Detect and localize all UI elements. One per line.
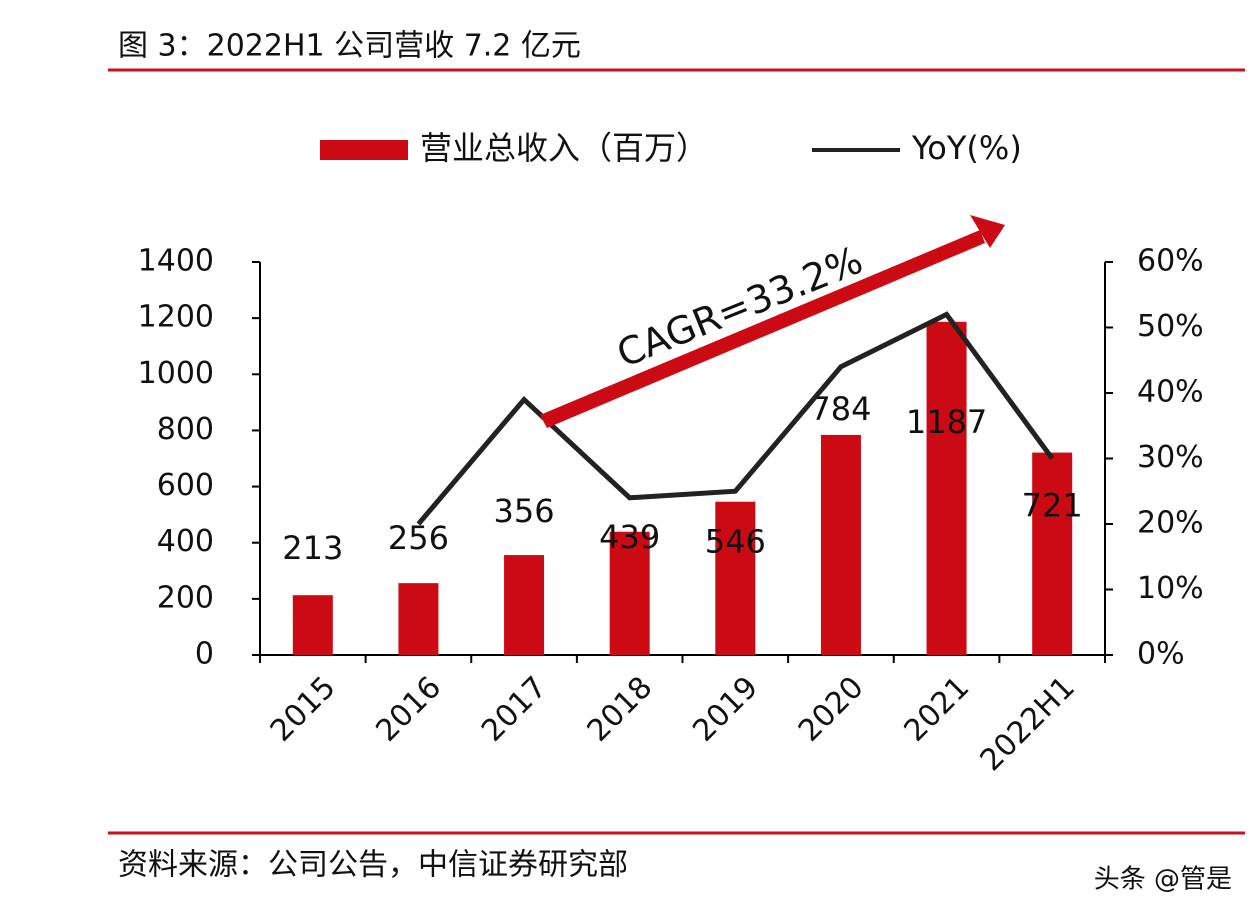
x-tick-label: 2018 (581, 670, 660, 749)
bar (820, 434, 861, 655)
bar (926, 321, 967, 655)
y2-tick-label: 20% (1137, 506, 1204, 541)
y-tick-label: 400 (157, 524, 214, 559)
legend-label: 营业总收入（百万） (420, 129, 708, 167)
arrow-head (970, 215, 1005, 248)
data-label: 356 (494, 492, 555, 530)
data-label: 546 (705, 523, 766, 561)
data-label: 1187 (906, 403, 987, 441)
data-label: 256 (388, 519, 449, 557)
bar (1032, 452, 1073, 655)
y-tick-label: 1400 (138, 244, 214, 279)
cagr-arrow (540, 215, 1005, 428)
x-tick-label: 2019 (686, 670, 765, 749)
bar (504, 555, 545, 655)
legend-label: YoY(%) (911, 129, 1022, 167)
bar (398, 583, 439, 655)
watermark: 头条 @管是 (1094, 865, 1232, 895)
data-label: 784 (810, 390, 871, 428)
y2-tick-label: 40% (1137, 375, 1204, 410)
data-label: 721 (1022, 487, 1083, 525)
y2-tick-label: 60% (1137, 244, 1204, 279)
source-note: 资料来源：公司公告，中信证券研究部 (118, 848, 628, 883)
y-tick-label: 200 (157, 580, 214, 615)
y2-tick-label: 10% (1137, 571, 1204, 606)
legend-swatch (320, 140, 408, 160)
y-tick-label: 0 (195, 637, 214, 672)
y2-tick-label: 50% (1137, 309, 1204, 344)
bar (715, 501, 756, 655)
x-tick-label: 2016 (369, 670, 448, 749)
x-tick-label: 2021 (897, 670, 976, 749)
data-label: 213 (282, 529, 343, 567)
y-tick-label: 1000 (138, 356, 214, 391)
y2-tick-label: 0% (1137, 637, 1185, 672)
x-tick-label: 2020 (792, 670, 871, 749)
y-tick-label: 1200 (138, 300, 214, 335)
yoy-line (416, 311, 1055, 526)
x-tick-label: 2017 (475, 670, 554, 749)
x-tick-label: 2015 (264, 670, 343, 749)
y-tick-label: 800 (157, 412, 214, 447)
arrow-shaft (540, 230, 985, 428)
bar (609, 531, 650, 655)
bar (292, 595, 333, 655)
y-tick-label: 600 (157, 468, 214, 503)
y2-tick-label: 30% (1137, 440, 1204, 475)
data-label: 439 (599, 518, 660, 556)
chart-title: 图 3：2022H1 公司营收 7.2 亿元 (118, 29, 581, 64)
x-tick-label: 2022H1 (974, 670, 1082, 778)
